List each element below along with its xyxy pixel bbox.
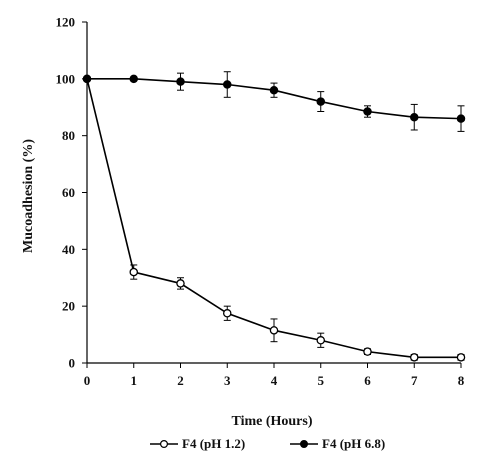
data-point	[316, 336, 325, 345]
data-point	[129, 267, 138, 277]
x-ticks: 0 1 2 3 4 5 6 7 8	[84, 363, 465, 388]
data-point	[409, 112, 419, 122]
series-layer	[82, 71, 466, 362]
series-2	[82, 71, 466, 132]
data-point	[316, 97, 325, 106]
y-ticks: 0 20 40 60 80 100 120	[56, 15, 87, 371]
y-axis-title: Mucoadhesion (%)	[21, 139, 36, 253]
y-tick-label: 20	[62, 299, 75, 314]
data-point	[82, 74, 92, 84]
legend-item-1: F4 (pH 1.2)	[150, 436, 245, 451]
data-point	[222, 309, 232, 318]
data-point	[176, 279, 185, 288]
data-point	[269, 326, 279, 335]
legend-label: F4 (pH 6.8)	[322, 436, 385, 451]
data-point	[409, 353, 419, 362]
axes	[86, 22, 461, 364]
data-point	[456, 353, 466, 362]
data-point	[176, 77, 185, 86]
series-line	[86, 78, 461, 359]
x-tick-label: 7	[411, 373, 418, 388]
legend: F4 (pH 1.2) F4 (pH 6.8)	[150, 436, 385, 451]
legend-label: F4 (pH 1.2)	[182, 436, 245, 451]
legend-marker	[300, 440, 309, 449]
x-tick-label: 5	[318, 373, 325, 388]
x-tick-label: 1	[131, 373, 138, 388]
x-tick-label: 2	[177, 373, 184, 388]
y-tick-label: 100	[56, 71, 76, 86]
x-axis-title: Time (Hours)	[231, 414, 312, 429]
x-tick-label: 6	[364, 373, 371, 388]
y-tick-label: 120	[56, 15, 76, 30]
x-tick-label: 3	[224, 373, 231, 388]
y-tick-label: 0	[69, 356, 76, 371]
data-point	[363, 107, 372, 116]
data-point	[269, 85, 279, 95]
legend-item-2: F4 (pH 6.8)	[290, 436, 385, 451]
legend-marker	[160, 440, 169, 449]
y-tick-label: 60	[62, 185, 75, 200]
data-point	[456, 114, 466, 123]
x-tick-label: 8	[458, 373, 465, 388]
data-point	[222, 80, 232, 89]
data-point	[129, 74, 138, 84]
y-tick-label: 40	[62, 242, 75, 257]
data-point	[363, 347, 372, 356]
y-tick-label: 80	[62, 128, 75, 143]
x-tick-label: 0	[84, 373, 91, 388]
x-tick-label: 4	[271, 373, 278, 388]
series-1	[82, 74, 466, 362]
